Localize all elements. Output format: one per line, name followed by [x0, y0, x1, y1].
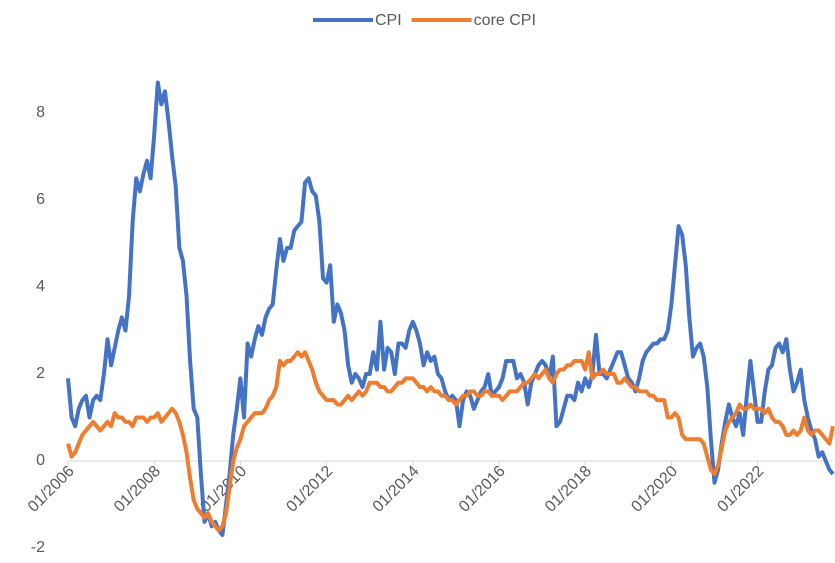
x-tick-label: 01/2018: [542, 463, 595, 516]
x-tick-label: 01/2022: [714, 463, 767, 516]
x-tick-label: 01/2020: [628, 463, 681, 516]
y-tick-label: 4: [36, 278, 45, 295]
y-tick-label: -2: [31, 539, 45, 556]
series-line: [66, 350, 835, 533]
x-tick-label: 01/2016: [456, 463, 509, 516]
y-tick-label: 2: [36, 365, 45, 382]
x-tick-label: 01/2008: [111, 463, 164, 516]
y-tick-label: 0: [36, 452, 45, 469]
x-tick-label: 01/2014: [370, 463, 423, 516]
series-line: [66, 80, 835, 537]
x-tick-label: 01/2012: [283, 463, 336, 516]
y-tick-label: 8: [36, 104, 45, 121]
x-tick-label: 01/2006: [25, 463, 78, 516]
y-tick-label: 6: [36, 191, 45, 208]
legend-label: CPI: [375, 12, 402, 29]
legend-label: core CPI: [474, 12, 536, 29]
